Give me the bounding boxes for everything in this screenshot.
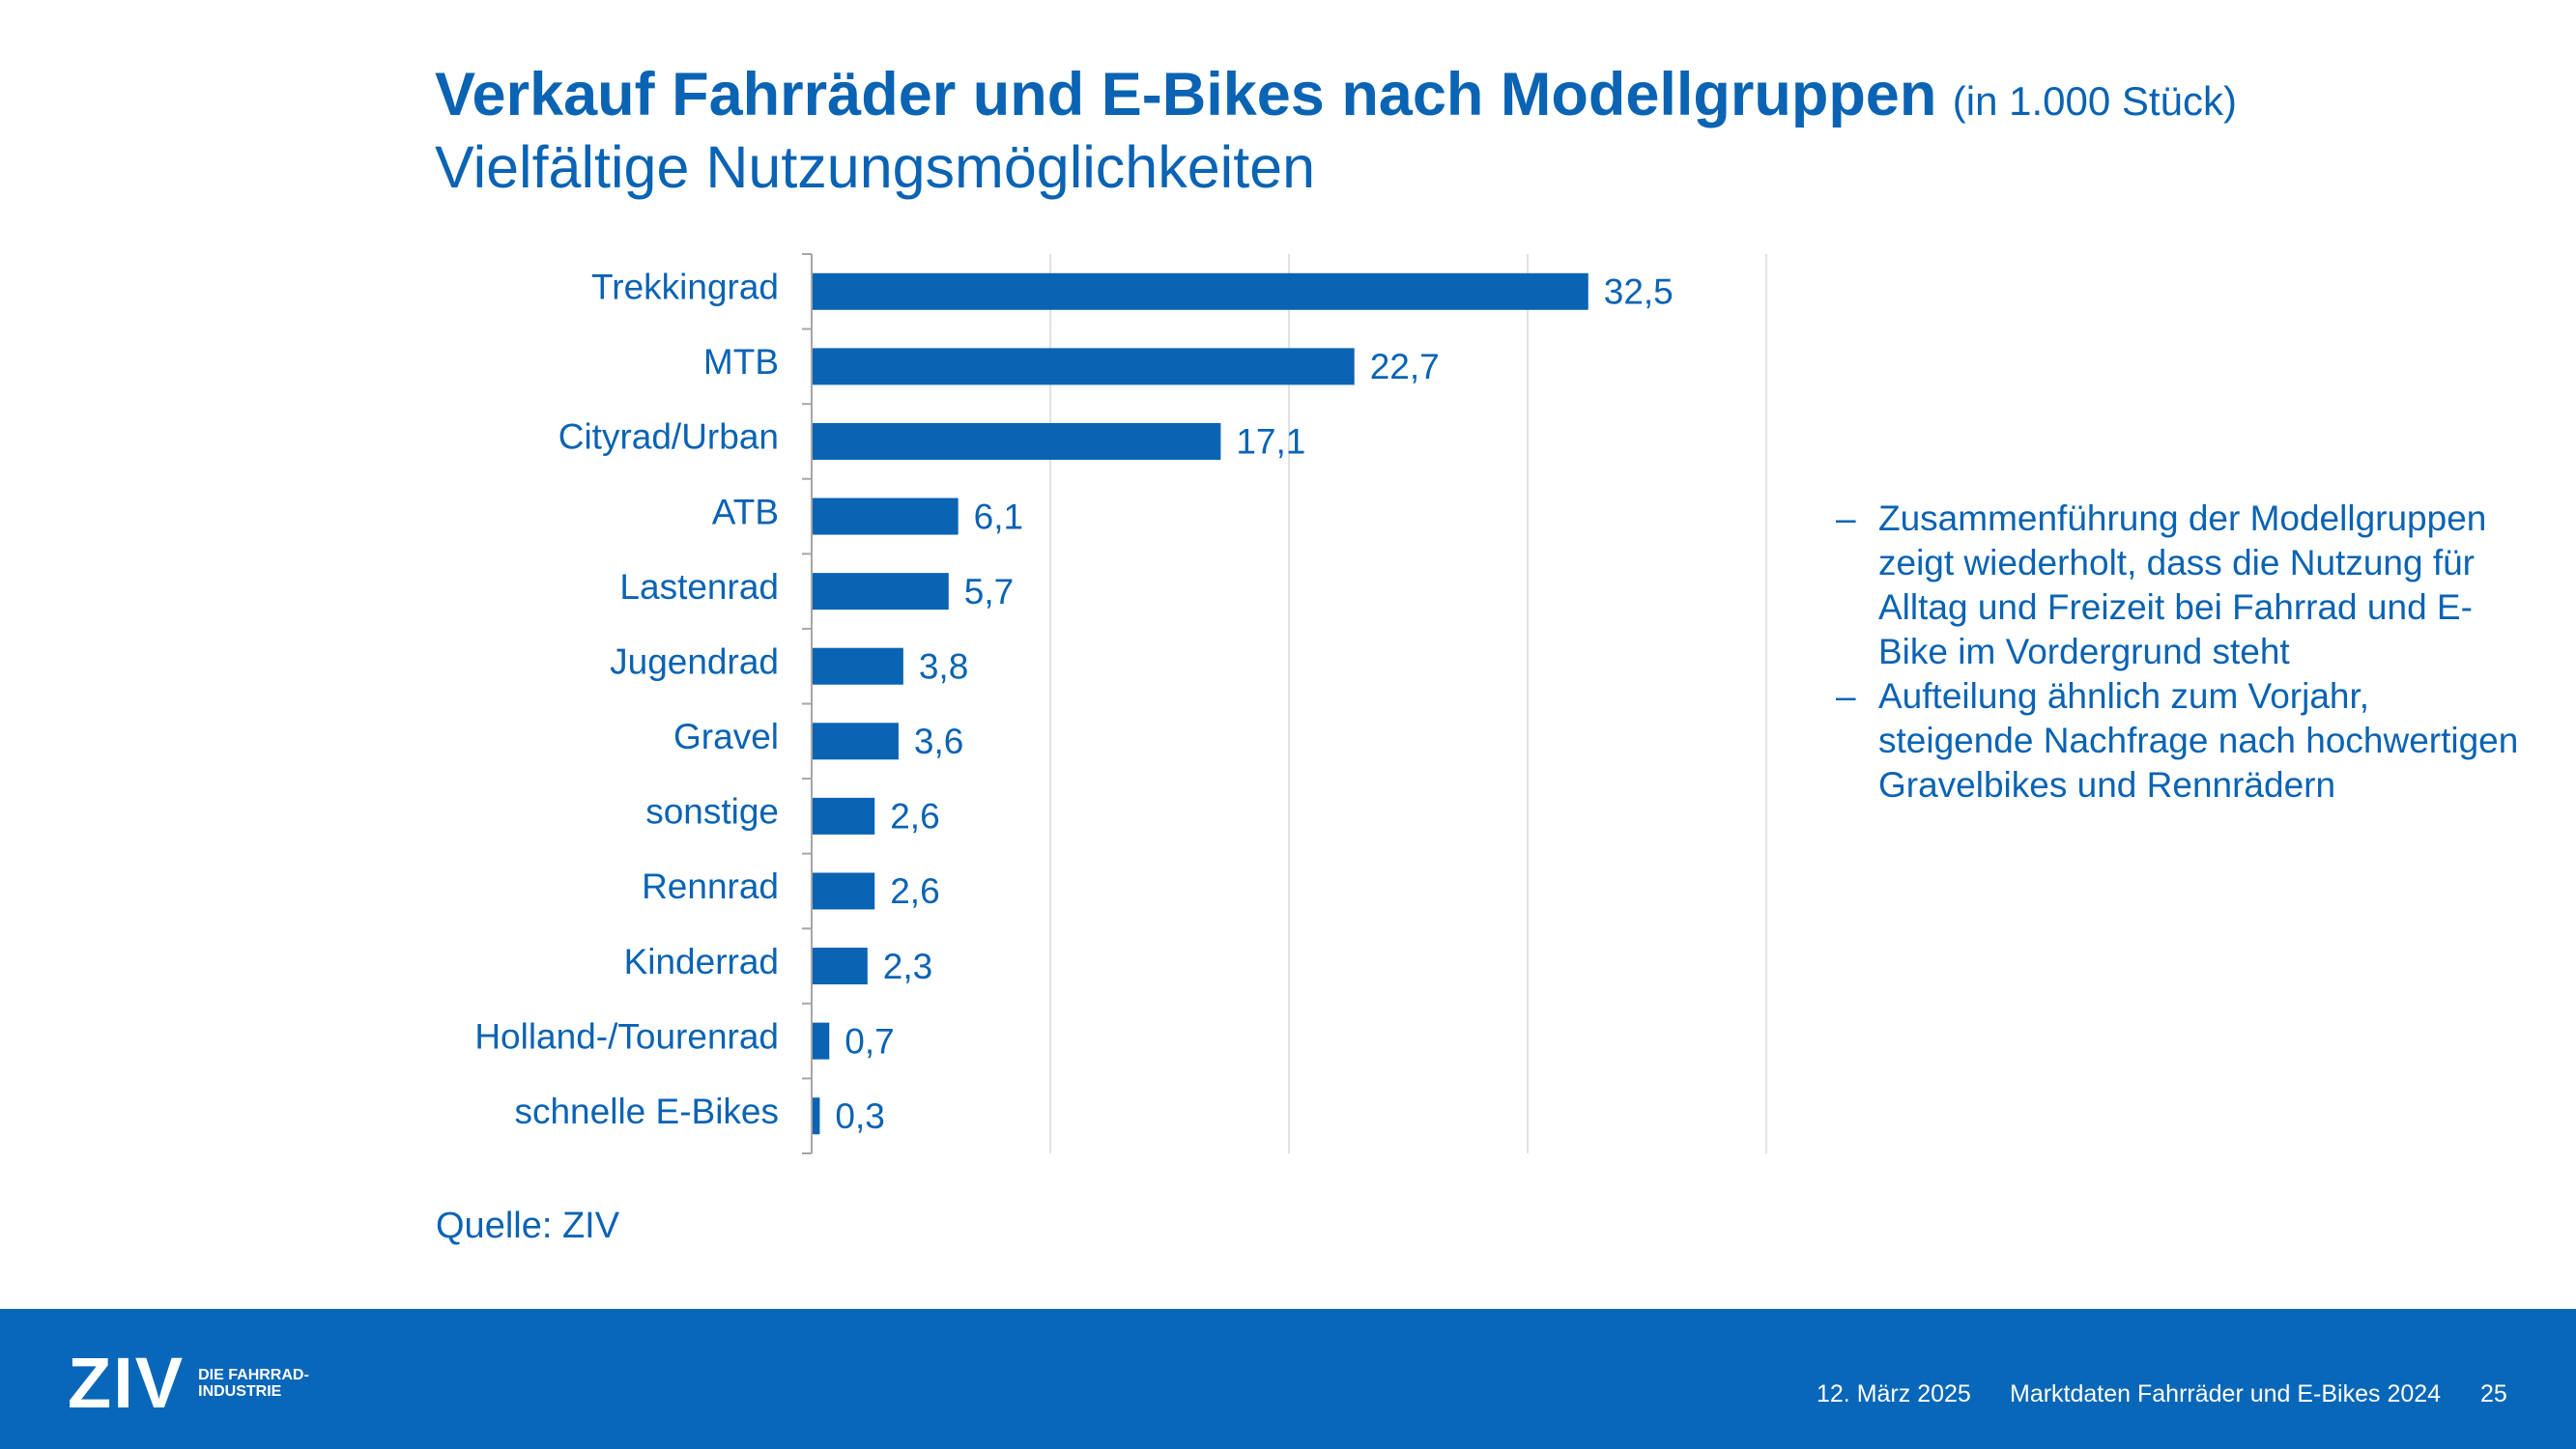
value-label: 2,6 — [890, 871, 939, 911]
category-label: Lastenrad — [619, 567, 779, 607]
value-label: 0,7 — [844, 1021, 894, 1061]
footer-date: 12. März 2025 — [1817, 1380, 1971, 1407]
bar — [813, 1097, 820, 1135]
category-label: sonstige — [645, 792, 779, 832]
category-label: Rennrad — [642, 867, 779, 906]
note-text: Aufteilung ähnlich zum Vorjahr, steigend… — [1878, 676, 2519, 805]
source-note: Quelle: ZIV — [436, 1206, 620, 1246]
value-label: 17,1 — [1236, 422, 1305, 462]
value-label: 3,6 — [914, 722, 963, 761]
category-label: Holland-/Tourenrad — [474, 1016, 779, 1056]
note-item: – Zusammenführung der Modellgruppen zeig… — [1836, 497, 2532, 674]
value-label: 2,6 — [890, 797, 939, 837]
category-label: MTB — [703, 342, 779, 382]
value-label: 32,5 — [1604, 272, 1674, 312]
footer-doc-title: Marktdaten Fahrräder und E-Bikes 2024 — [2010, 1380, 2442, 1407]
bar — [813, 872, 875, 910]
ziv-logo: ZIV DIE FAHRRAD-INDUSTRIE — [68, 1348, 314, 1419]
page-title: Verkauf Fahrräder und E-Bikes nach Model… — [435, 61, 1937, 128]
title-unit: (in 1.000 Stück) — [1952, 78, 2237, 124]
bar — [813, 1022, 830, 1060]
note-marker: – — [1836, 676, 1856, 716]
category-label: Gravel — [673, 717, 779, 756]
bar — [813, 272, 1589, 310]
category-label: Cityrad/Urban — [558, 417, 779, 457]
category-label: Kinderrad — [624, 942, 779, 981]
bar — [813, 497, 959, 535]
value-label: 2,3 — [883, 947, 932, 986]
bar — [813, 647, 903, 685]
page-subtitle: Vielfältige Nutzungsmöglichkeiten — [435, 134, 1316, 200]
note-marker: – — [1836, 498, 1856, 538]
bar — [813, 422, 1221, 460]
value-label: 0,3 — [835, 1096, 884, 1136]
footer-bar: ZIV DIE FAHRRAD-INDUSTRIE 12. März 2025 … — [0, 1309, 2576, 1449]
bar — [813, 797, 875, 835]
category-label: ATB — [712, 492, 779, 531]
title-block: Verkauf Fahrräder und E-Bikes nach Model… — [435, 60, 2464, 201]
note-text: Zusammenführung der Modellgruppen zeigt … — [1878, 498, 2487, 671]
title-line: Verkauf Fahrräder und E-Bikes nach Model… — [435, 60, 2464, 129]
page-number: 25 — [2480, 1380, 2507, 1407]
value-label: 6,1 — [974, 497, 1023, 536]
value-label: 5,7 — [964, 572, 1014, 611]
value-label: 22,7 — [1370, 347, 1440, 386]
notes-list: – Zusammenführung der Modellgruppen zeig… — [1836, 497, 2532, 808]
bar — [813, 573, 949, 611]
category-label: Trekkingrad — [591, 268, 779, 307]
category-label: schnelle E-Bikes — [514, 1092, 779, 1131]
bar — [813, 348, 1355, 385]
bar — [813, 948, 868, 985]
logo-tagline: DIE FAHRRAD-INDUSTRIE — [198, 1367, 309, 1400]
bar — [813, 723, 899, 760]
category-label: Jugendrad — [610, 641, 779, 681]
logo-mark: ZIV — [68, 1343, 186, 1423]
note-item: – Aufteilung ähnlich zum Vorjahr, steige… — [1836, 674, 2532, 808]
value-label: 3,8 — [919, 646, 968, 686]
